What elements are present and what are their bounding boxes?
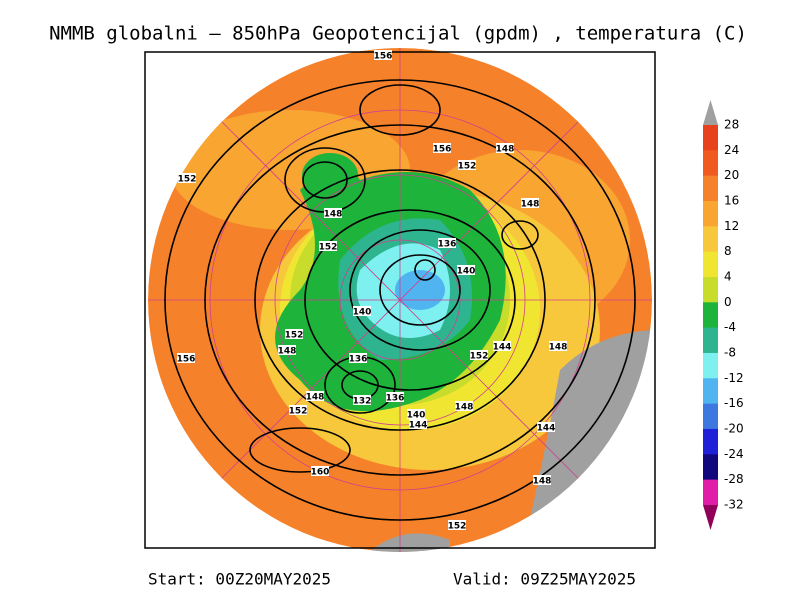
contour-label: 140 xyxy=(353,308,372,318)
contour-label-bg xyxy=(496,143,514,153)
contour-label: 148 xyxy=(324,210,343,220)
colorbar-band xyxy=(703,251,718,278)
colorbar-band xyxy=(703,403,718,430)
start-time: Start: 00Z20MAY2025 xyxy=(148,570,331,589)
contour-label-bg xyxy=(285,329,303,339)
contour-label-bg xyxy=(533,475,551,485)
contour-label-bg xyxy=(409,419,427,429)
colorbar-band xyxy=(703,378,718,405)
colorbar-label: -32 xyxy=(724,497,744,511)
colorbar-label: 24 xyxy=(724,143,739,157)
contour-label: 136 xyxy=(349,355,368,365)
contour-label-bg xyxy=(438,238,456,248)
contour-label-bg xyxy=(458,160,476,170)
contour-label: 132 xyxy=(353,397,372,407)
colorbar-bottom-arrow xyxy=(703,504,718,530)
contour-label-bg xyxy=(455,401,473,411)
contour-label-bg xyxy=(433,143,451,153)
contour-label: 144 xyxy=(537,424,556,434)
contour-label-bg xyxy=(448,520,466,530)
colorbar-band xyxy=(703,454,718,481)
contour-label-bg xyxy=(349,353,367,363)
contour-label: 148 xyxy=(455,403,474,413)
colorbar-label: 0 xyxy=(724,295,732,309)
contour-label: 156 xyxy=(374,52,393,62)
contour-label: 148 xyxy=(496,145,515,155)
colorbar-top-arrow xyxy=(703,100,718,125)
contour-label: 136 xyxy=(386,394,405,404)
map-disk xyxy=(148,48,652,552)
contour-label-bg xyxy=(457,265,475,275)
colorbar-band xyxy=(703,428,718,455)
colorbar-label: 20 xyxy=(724,168,739,182)
colorbar-band xyxy=(703,302,718,329)
contour-label: 140 xyxy=(407,411,426,421)
contour-label: 136 xyxy=(438,240,457,250)
contour-label-bg xyxy=(177,353,195,363)
colorbar-label: 28 xyxy=(724,118,739,132)
colorbar-label: 4 xyxy=(724,269,732,283)
contour-label: 140 xyxy=(457,267,476,277)
contour-label-bg xyxy=(549,341,567,351)
contour-label-bg xyxy=(374,50,392,60)
contour-label: 148 xyxy=(533,477,552,487)
colorbar-band xyxy=(703,125,718,151)
contour-label-bg xyxy=(306,391,324,401)
contour-label: 148 xyxy=(549,343,568,353)
contour-label-bg xyxy=(407,409,425,419)
colorbar-label: 12 xyxy=(724,219,739,233)
contour-label: 148 xyxy=(521,200,540,210)
colorbar-band xyxy=(703,150,718,177)
contour-label: 152 xyxy=(470,352,489,362)
valid-time: Valid: 09Z25MAY2025 xyxy=(453,570,636,589)
colorbar-band xyxy=(703,175,718,202)
contour-label: 148 xyxy=(278,347,297,357)
contour-label: 148 xyxy=(306,393,325,403)
colorbar-label: -24 xyxy=(724,447,744,461)
map-frame xyxy=(144,51,656,549)
colorbar-band xyxy=(703,226,718,253)
contour-label-bg xyxy=(311,466,329,476)
contour-label: 144 xyxy=(493,343,512,353)
colorbar-band xyxy=(703,352,718,379)
contour-label: 152 xyxy=(289,407,308,417)
contour-label-bg xyxy=(537,422,555,432)
colorbar-band xyxy=(703,276,718,303)
colorbar-label: -4 xyxy=(724,320,736,334)
contour-label-bg xyxy=(319,241,337,251)
contour-label: 152 xyxy=(448,522,467,532)
colorbar-band xyxy=(703,479,718,506)
colorbar-label: -12 xyxy=(724,371,744,385)
colorbar-label: -8 xyxy=(724,345,736,359)
map-title: NMMB globalni – 850hPa Geopotencijal (gp… xyxy=(49,23,747,45)
contour-label: 152 xyxy=(285,331,304,341)
contour-label-bg xyxy=(178,173,196,183)
contour-label-bg xyxy=(470,350,488,360)
contour-label-bg xyxy=(353,395,371,405)
contour-label: 144 xyxy=(409,421,428,431)
contour-label: 156 xyxy=(433,145,452,155)
contour-label-bg xyxy=(521,198,539,208)
contour-label-bg xyxy=(289,405,307,415)
colorbar-label: -28 xyxy=(724,472,744,486)
contour-label-bg xyxy=(324,208,342,218)
colorbar-label: 8 xyxy=(724,244,732,258)
colorbar-label: -20 xyxy=(724,421,744,435)
contour-label: 152 xyxy=(319,243,338,253)
colorbar-band xyxy=(703,200,718,227)
colorbar-label: -16 xyxy=(724,396,744,410)
contour-label: 152 xyxy=(458,162,477,172)
contour-label: 160 xyxy=(311,468,330,478)
contour-label: 156 xyxy=(177,355,196,365)
contour-label-bg xyxy=(353,306,371,316)
contour-label-bg xyxy=(386,392,404,402)
colorbar-label: 16 xyxy=(724,193,739,207)
colorbar-band xyxy=(703,327,718,354)
contour-label-bg xyxy=(278,345,296,355)
contour-label-bg xyxy=(493,341,511,351)
contour-label: 152 xyxy=(178,175,197,185)
